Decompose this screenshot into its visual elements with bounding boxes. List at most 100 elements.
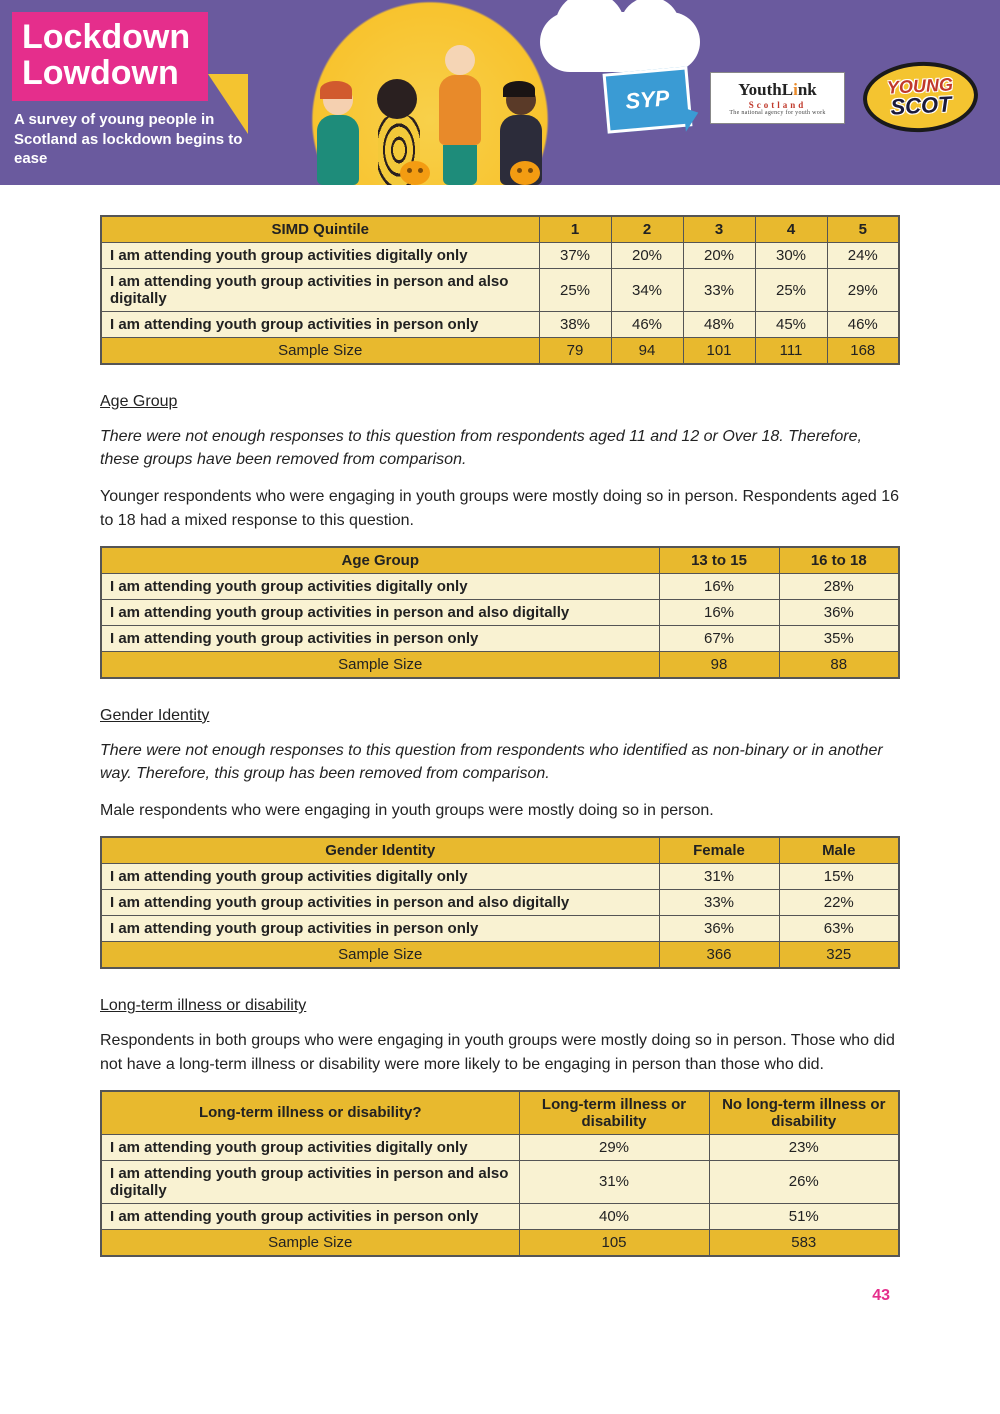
table-cell: 16%: [659, 573, 779, 599]
table-cell: 34%: [611, 269, 683, 312]
sample-cell: 94: [611, 338, 683, 365]
table-cell: 29%: [519, 1134, 709, 1160]
table-row-label: I am attending youth group activities di…: [101, 243, 539, 269]
table-cell: 28%: [779, 573, 899, 599]
table-cell: 31%: [659, 864, 779, 890]
table-col-header: 13 to 15: [659, 547, 779, 574]
table-row-label: I am attending youth group activities in…: [101, 599, 659, 625]
table-row-label: I am attending youth group activities in…: [101, 916, 659, 942]
syp-label: SYP: [624, 85, 670, 115]
illness-heading: Long-term illness or disability: [100, 997, 900, 1015]
table-row-label: I am attending youth group activities in…: [101, 625, 659, 651]
table-row-label: I am attending youth group activities in…: [101, 890, 659, 916]
sample-cell: 168: [827, 338, 899, 365]
gender-table: Gender IdentityFemaleMale I am attending …: [100, 836, 900, 969]
table-cell: 48%: [683, 312, 755, 338]
table-cell: 20%: [683, 243, 755, 269]
cloud-graphic: [540, 12, 700, 72]
sample-label: Sample Size: [101, 651, 659, 678]
sample-cell: 79: [539, 338, 611, 365]
table-cell: 35%: [779, 625, 899, 651]
youthlink-text-b: nk: [798, 80, 817, 99]
table-cell: 22%: [779, 890, 899, 916]
sample-label: Sample Size: [101, 942, 659, 969]
table-cell: 45%: [755, 312, 827, 338]
illness-text: Respondents in both groups who were enga…: [100, 1029, 900, 1075]
table-col-header: Female: [659, 837, 779, 864]
table-cell: 40%: [519, 1203, 709, 1229]
title-box: Lockdown Lowdown: [12, 12, 208, 101]
table-col-header: 5: [827, 216, 899, 243]
age-note: There were not enough responses to this …: [100, 425, 900, 471]
sample-cell: 101: [683, 338, 755, 365]
table-cell: 33%: [659, 890, 779, 916]
table-corner: SIMD Quintile: [101, 216, 539, 243]
table-cell: 46%: [611, 312, 683, 338]
youngscot-bottom: SCOT: [890, 91, 952, 120]
youthlink-scot: Scotland: [749, 100, 807, 110]
gender-text: Male respondents who were engaging in yo…: [100, 799, 900, 822]
table-row-label: I am attending youth group activities in…: [101, 1160, 519, 1203]
gender-heading: Gender Identity: [100, 707, 900, 725]
table-row-label: I am attending youth group activities di…: [101, 864, 659, 890]
table-col-header: 1: [539, 216, 611, 243]
page-content: SIMD Quintile12345 I am attending youth g…: [0, 185, 1000, 1325]
table-col-header: 3: [683, 216, 755, 243]
youthlink-sub: The national agency for youth work: [729, 110, 825, 116]
table-cell: 63%: [779, 916, 899, 942]
table-corner: Long-term illness or disability?: [101, 1091, 519, 1135]
table-row-label: I am attending youth group activities di…: [101, 1134, 519, 1160]
table-corner: Gender Identity: [101, 837, 659, 864]
table-cell: 37%: [539, 243, 611, 269]
people-illustration: [310, 45, 548, 185]
age-text: Younger respondents who were engaging in…: [100, 485, 900, 531]
age-table: Age Group13 to 1516 to 18 I am attending …: [100, 546, 900, 679]
table-row-label: I am attending youth group activities in…: [101, 1203, 519, 1229]
sample-cell: 111: [755, 338, 827, 365]
simd-table: SIMD Quintile12345 I am attending youth g…: [100, 215, 900, 365]
sample-label: Sample Size: [101, 338, 539, 365]
table-cell: 36%: [779, 599, 899, 625]
table-row-label: I am attending youth group activities in…: [101, 269, 539, 312]
table-cell: 26%: [709, 1160, 899, 1203]
table-cell: 25%: [755, 269, 827, 312]
youthlink-text-a: YouthL: [738, 80, 793, 99]
youthlink-logo: YouthLink Scotland The national agency f…: [710, 72, 845, 124]
table-col-header: 4: [755, 216, 827, 243]
sample-cell: 88: [779, 651, 899, 678]
table-col-header: Long-term illness or disability: [519, 1091, 709, 1135]
table-cell: 38%: [539, 312, 611, 338]
sample-cell: 583: [709, 1229, 899, 1256]
table-cell: 24%: [827, 243, 899, 269]
gender-note: There were not enough responses to this …: [100, 739, 900, 785]
table-row-label: I am attending youth group activities in…: [101, 312, 539, 338]
table-cell: 46%: [827, 312, 899, 338]
illness-table: Long-term illness or disability?Long-ter…: [100, 1090, 900, 1257]
title-line-2: Lowdown: [22, 56, 190, 92]
syp-logo: SYP: [603, 66, 693, 133]
sample-cell: 105: [519, 1229, 709, 1256]
table-col-header: No long-term illness or disability: [709, 1091, 899, 1135]
table-row-label: I am attending youth group activities di…: [101, 573, 659, 599]
table-cell: 31%: [519, 1160, 709, 1203]
table-cell: 33%: [683, 269, 755, 312]
page-banner: Lockdown Lowdown A survey of young peopl…: [0, 0, 1000, 185]
sample-cell: 325: [779, 942, 899, 969]
table-cell: 51%: [709, 1203, 899, 1229]
table-cell: 67%: [659, 625, 779, 651]
table-col-header: 2: [611, 216, 683, 243]
age-heading: Age Group: [100, 393, 900, 411]
table-cell: 36%: [659, 916, 779, 942]
table-cell: 29%: [827, 269, 899, 312]
table-cell: 20%: [611, 243, 683, 269]
sample-label: Sample Size: [101, 1229, 519, 1256]
banner-subtitle: A survey of young people in Scotland as …: [14, 110, 274, 169]
table-col-header: 16 to 18: [779, 547, 899, 574]
table-col-header: Male: [779, 837, 899, 864]
table-cell: 23%: [709, 1134, 899, 1160]
table-cell: 16%: [659, 599, 779, 625]
page-number: 43: [100, 1287, 900, 1305]
table-cell: 25%: [539, 269, 611, 312]
sample-cell: 366: [659, 942, 779, 969]
table-corner: Age Group: [101, 547, 659, 574]
